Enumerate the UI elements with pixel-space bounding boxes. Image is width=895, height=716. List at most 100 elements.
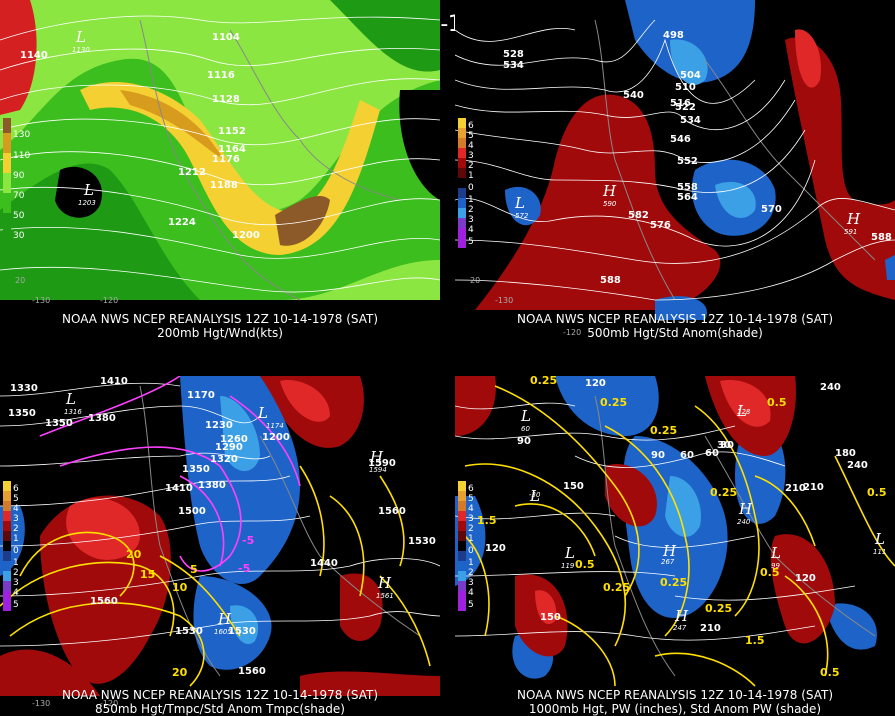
contour-label: 1560 — [238, 666, 266, 677]
contour-label: 1170 — [187, 390, 215, 401]
low-center-symbol: L — [520, 407, 531, 425]
high-center-symbol: H — [369, 448, 384, 466]
contour-label: 240 — [820, 382, 841, 393]
precipitable-water-label: 1.5 — [477, 514, 497, 527]
wind-shade-orange — [120, 90, 225, 160]
contour-label: 1380 — [88, 413, 116, 424]
anomaly-legend-label: 5 — [468, 131, 474, 141]
anom-shade-pos-sw-2 — [535, 590, 557, 625]
high-center-value: 1594 — [369, 466, 387, 474]
contour-label: 1152 — [218, 126, 246, 137]
wind-legend-label: 50 — [13, 211, 25, 221]
panel-caption: NOAA NWS NCEP REANALYSIS 12Z 10-14-1978 … — [455, 688, 895, 716]
high-center-value: 247 — [673, 624, 687, 632]
anom-shade-pos-west-2 — [66, 497, 140, 560]
anom-shade-pos-east-2 — [795, 29, 821, 88]
longitude-label: -130 — [32, 699, 50, 708]
contour-label: 30 — [720, 440, 734, 451]
coastline — [139, 19, 401, 301]
height-contours — [0, 382, 440, 647]
precipitable-water-contours — [464, 385, 895, 687]
map-1000mb: 6 5 4 3 2 1 0 1 2 3 4 5 120 90 60 30 150… — [455, 376, 895, 687]
contour-label: 1176 — [212, 154, 240, 165]
contour-label: 498 — [663, 30, 684, 41]
contour-label: 1188 — [210, 180, 238, 191]
temperature-label: 20 — [126, 548, 142, 561]
longitude-label: -120 — [100, 699, 118, 708]
map-200mb: 130 110 90 70 50 30 1104 1116 1128 1140 … — [0, 0, 440, 305]
contour-label: 516 — [670, 98, 691, 109]
contour-label: 1140 — [20, 50, 48, 61]
wind-shade-brown — [275, 195, 330, 246]
anomaly-legend-label: 3 — [13, 578, 19, 588]
anomaly-legend-label: 0 — [13, 546, 19, 556]
contour-label: 150 — [540, 612, 561, 623]
contour-label: 510 — [675, 82, 696, 93]
panel-caption: NOAA NWS NCEP REANALYSIS 12Z 10-14-1978 … — [0, 312, 440, 340]
contour-label: 1128 — [212, 94, 240, 105]
precipitable-water-label: 0.25 — [660, 576, 687, 589]
high-center-value: 1605 — [214, 628, 232, 636]
low-center-symbol: L — [874, 530, 885, 548]
low-center-symbol: L — [257, 404, 268, 422]
wind-legend-label: 90 — [13, 171, 25, 181]
precipitable-water-label: 0.25 — [705, 602, 732, 615]
anom-shade-neg-north-2 — [220, 396, 260, 471]
anomaly-legend-label: 1 — [468, 171, 474, 181]
temperature-label: 10 — [172, 581, 188, 594]
anomaly-legend-label: 2 — [468, 568, 474, 578]
contour-label: 522 — [675, 102, 696, 113]
contour-label: 570 — [761, 204, 782, 215]
contour-label: 1350 — [8, 408, 36, 419]
high-center-symbol: H — [602, 182, 617, 200]
contour-label: 1560 — [90, 596, 118, 607]
anomaly-legend-label: 6 — [468, 484, 474, 494]
contour-label: 552 — [677, 156, 698, 167]
anomaly-legend-label: 3 — [468, 514, 474, 524]
map-500mb: 6 5 4 3 2 1 0 1 2 3 4 5 528 534 498 504 … — [455, 0, 895, 337]
anom-shade-neg-southeast — [825, 603, 877, 650]
contour-label: 534 — [503, 60, 524, 71]
low-center-value: 1130 — [72, 46, 90, 54]
anomaly-legend-label: 0 — [468, 183, 474, 193]
anom-shade-pos-se — [300, 671, 440, 696]
anomaly-legend-label: 5 — [468, 600, 474, 610]
map-850mb: 6 5 4 3 2 1 0 1 2 3 4 5 1330 1350 1410 1… — [0, 376, 440, 708]
contour-label: 534 — [680, 115, 701, 126]
contour-label: 582 — [628, 210, 649, 221]
temperature-label: 15 — [140, 568, 155, 581]
anom-shade-pos-ne-2 — [280, 380, 330, 422]
anom-shade-neg-east — [885, 255, 895, 280]
anomaly-legend-label: 1 — [468, 558, 474, 568]
low-center-value: 99 — [771, 562, 780, 570]
contour-label: 240 — [847, 460, 868, 471]
contour-label: 1530 — [408, 536, 436, 547]
high-center-symbol: H — [846, 210, 861, 228]
high-center-symbol: H — [377, 574, 392, 592]
contour-label: 210 — [785, 483, 806, 494]
longitude-label: -120 — [563, 328, 581, 337]
anom-shade-pos-center — [605, 464, 657, 527]
wind-legend-label: 30 — [13, 231, 25, 241]
panel-500mb-height-anomaly: 6 5 4 3 2 1 0 1 2 3 4 5 528 534 498 504 … — [455, 0, 895, 340]
wind-shade-red — [0, 0, 37, 115]
contour-label: 180 — [835, 448, 856, 459]
anom-shade-pos-ne-2 — [720, 380, 771, 427]
anom-shade-neg-south — [655, 296, 707, 320]
anomaly-legend-label: 5 — [13, 600, 19, 610]
low-center-value: 1316 — [64, 408, 82, 416]
anom-shade-pos-ridge — [475, 94, 721, 310]
contour-label: 1330 — [10, 383, 38, 394]
high-center-value: 240 — [737, 518, 751, 526]
contour-label: 120 — [485, 543, 506, 554]
high-center-value: 591 — [844, 228, 857, 236]
contour-label: 504 — [680, 70, 701, 81]
contour-label: 210 — [700, 623, 721, 634]
low-center-value: 60 — [521, 425, 530, 433]
anomaly-legend-label: 1 — [13, 558, 19, 568]
anomaly-legend-label: 1 — [468, 195, 474, 205]
low-center-value: 1174 — [266, 422, 284, 430]
precipitable-water-label: 0.25 — [600, 396, 627, 409]
anomaly-legend-label: 3 — [468, 578, 474, 588]
panel-200mb-height-wind: 130 110 90 70 50 30 1104 1116 1128 1140 … — [0, 0, 440, 340]
